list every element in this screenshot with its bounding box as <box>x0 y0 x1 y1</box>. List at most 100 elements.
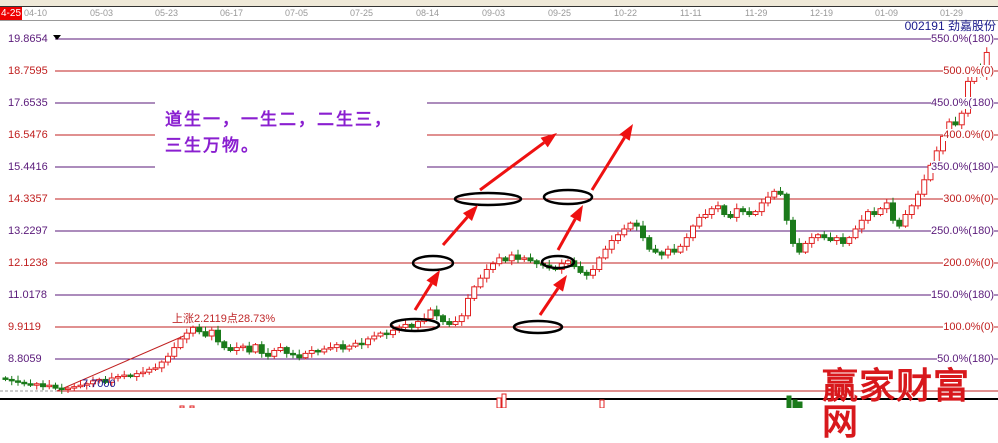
candle-down <box>633 222 640 227</box>
candlestick-chart[interactable] <box>0 0 998 408</box>
candle-down <box>527 257 534 262</box>
candle-up <box>702 213 709 218</box>
date-tick-label: 09-25 <box>548 8 572 18</box>
candle-down <box>383 332 390 336</box>
candle-down <box>533 260 540 265</box>
candle-up <box>427 309 434 320</box>
candle-up <box>877 208 884 215</box>
candle-up <box>477 277 484 288</box>
candle-down <box>502 257 509 262</box>
candle-up <box>752 211 759 215</box>
candle-down <box>871 211 878 215</box>
candle-up <box>158 361 165 369</box>
candle-up <box>771 190 778 198</box>
candle-up <box>65 387 71 391</box>
candle-down <box>15 380 21 383</box>
candle-up <box>483 268 490 279</box>
candle-down <box>27 383 34 386</box>
candle-down <box>358 342 365 346</box>
candle-up <box>902 213 909 227</box>
candle-down <box>646 237 653 250</box>
annotation-text-box: 道生一，一生二，二生三， 三生万物。 <box>155 101 427 169</box>
candle-down <box>227 347 234 351</box>
candle-down <box>215 329 221 343</box>
candle-down <box>340 344 346 350</box>
volume-bar <box>786 395 792 408</box>
candle-up <box>940 135 946 152</box>
candle-down <box>127 374 134 378</box>
candle-down <box>202 331 209 337</box>
date-axis: 04-10 05-03 05-23 06-17 07-05 07-25 08-14 09-03… <box>0 7 998 21</box>
candle-up <box>377 332 384 337</box>
candle-up <box>808 237 815 244</box>
date-tick-label: 09-03 <box>482 8 506 18</box>
candle-down <box>740 208 746 213</box>
candle-up <box>608 240 615 250</box>
candle-up <box>915 193 921 207</box>
red-arrow-shaft <box>413 282 433 311</box>
candle-up <box>521 257 528 260</box>
candle-up <box>321 348 328 353</box>
red-arrow-head <box>540 133 557 148</box>
red-arrow-head <box>569 205 583 222</box>
candle-down <box>52 384 59 389</box>
date-tick-label: 05-03 <box>90 8 114 18</box>
red-arrow-shaft <box>590 136 626 191</box>
candle-up <box>165 355 171 363</box>
percent-level-label: 100.0%(0) <box>943 321 994 333</box>
highlight-ellipse <box>411 254 455 272</box>
candle-up <box>852 228 859 239</box>
candle-up <box>690 225 696 239</box>
date-tick-label: 07-05 <box>285 8 309 18</box>
candle-up <box>327 347 334 350</box>
candle-down <box>196 326 203 333</box>
candle-up <box>333 344 340 349</box>
candle-up <box>140 371 146 375</box>
stock-title: 002191 劲嘉股份 <box>904 19 996 33</box>
red-arrow-shaft <box>441 216 469 246</box>
price-level-label: 12.1238 <box>8 257 49 269</box>
candle-down <box>652 248 659 253</box>
candle-up <box>271 349 278 357</box>
candle-up <box>508 254 515 262</box>
candle-up <box>96 378 103 382</box>
candle-up <box>471 286 478 299</box>
candle-up <box>458 315 465 323</box>
candle-down <box>102 378 109 383</box>
candle-down <box>952 121 959 126</box>
candle-down <box>783 193 790 221</box>
candle-up <box>402 323 409 328</box>
candle-up <box>758 202 765 213</box>
candle-down <box>296 354 303 359</box>
highlight-ellipse <box>453 191 523 207</box>
price-level-label: 13.2297 <box>8 225 49 237</box>
candle-up <box>815 234 821 239</box>
volume-bar <box>792 399 798 408</box>
percent-level-label: 350.0%(180) <box>931 161 994 173</box>
candle-up <box>183 332 190 340</box>
date-tick-label: 10-22 <box>614 8 638 18</box>
candle-up <box>177 338 184 349</box>
candle-up <box>496 257 503 265</box>
annotation-line-1: 道生一，一生二，二生三， <box>165 110 393 130</box>
candle-up <box>846 237 853 244</box>
candle-up <box>465 297 471 317</box>
candle-up <box>883 202 890 210</box>
candle-up <box>665 248 671 256</box>
candle-up <box>146 368 153 373</box>
candle-up <box>190 326 196 334</box>
percent-level-label: 400.0%(0) <box>943 129 994 141</box>
volume-bar <box>179 405 185 408</box>
candle-down <box>577 266 584 273</box>
candle-down <box>8 378 15 382</box>
candle-up <box>708 208 715 215</box>
candle-up <box>908 205 915 215</box>
date-tick-label: 05-23 <box>155 8 179 18</box>
candle-up <box>802 242 809 253</box>
candle-up <box>233 347 240 351</box>
price-level-label: 9.9119 <box>8 321 42 333</box>
candle-up <box>833 237 840 242</box>
candle-up <box>696 216 703 227</box>
candle-up <box>733 208 740 218</box>
candle-down <box>21 381 28 385</box>
